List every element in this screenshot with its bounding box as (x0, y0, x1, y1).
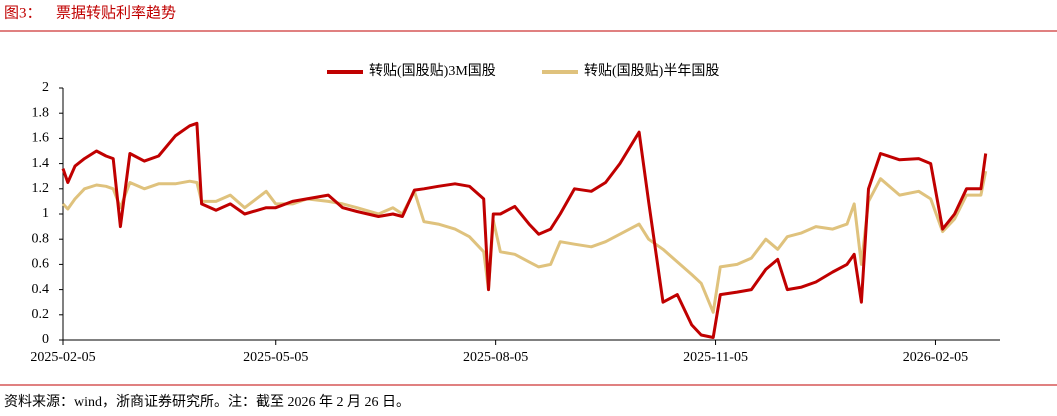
series-line (61, 170, 988, 314)
y-tick-label: 2 (42, 80, 49, 95)
legend-label: 转贴(国股贴)半年国股 (584, 63, 719, 79)
y-tick-label: 1 (42, 206, 49, 221)
y-tick-label: 0.8 (32, 231, 50, 246)
x-tick-label: 2025-05-05 (243, 350, 308, 365)
y-tick-label: 1.4 (32, 156, 50, 171)
chart-title: 票据转贴利率趋势 (56, 4, 176, 21)
y-tick-label: 0.6 (32, 257, 50, 272)
series-line (61, 121, 988, 339)
y-tick-label: 1.8 (32, 105, 50, 120)
x-tick-label: 2025-11-05 (683, 350, 748, 365)
y-tick-label: 1.2 (32, 181, 50, 196)
y-tick-label: 0.4 (32, 282, 50, 297)
figure-label: 图3： (4, 4, 42, 21)
y-tick-label: 0.2 (32, 307, 50, 322)
legend-label: 转贴(国股贴)3M国股 (369, 63, 496, 79)
x-tick-label: 2025-02-05 (30, 350, 95, 365)
x-tick-label: 2025-08-05 (463, 350, 528, 365)
y-tick-label: 1.6 (32, 131, 50, 146)
x-tick-label: 2026-02-05 (903, 350, 968, 365)
source-note: 资料来源：wind，浙商证券研究所。注：截至 2026 年 2 月 26 日。 (4, 394, 410, 410)
y-tick-label: 0 (42, 332, 49, 347)
